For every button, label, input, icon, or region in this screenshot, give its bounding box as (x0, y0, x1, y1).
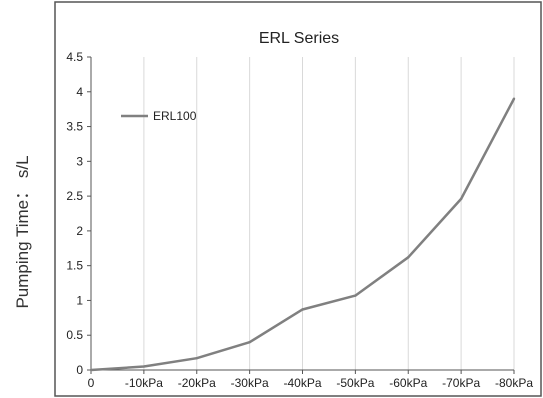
data-point (354, 294, 357, 297)
y-tick-label: 2 (76, 224, 83, 238)
data-point (248, 340, 251, 344)
data-point (301, 308, 304, 311)
y-axis-label: Pumping Time： s/L (13, 155, 32, 308)
y-tick-label: 3 (76, 154, 83, 168)
x-tick-label: 0 (88, 376, 95, 390)
x-tick-label: -60kPa (389, 376, 427, 390)
data-point (142, 365, 146, 368)
y-tick-label: 4 (76, 85, 83, 99)
data-point (512, 97, 516, 100)
y-tick-label: 3.5 (66, 120, 83, 134)
x-tick-label: -80kPa (495, 376, 533, 390)
data-point (407, 256, 410, 259)
grid (143, 57, 515, 370)
data-point (459, 197, 463, 201)
x-tick-label: -70kPa (442, 376, 480, 390)
x-tick-label: -50kPa (336, 376, 374, 390)
data-point (89, 368, 93, 372)
data-point (195, 356, 198, 360)
x-tick-label: -20kPa (178, 376, 216, 390)
series (89, 97, 516, 372)
y-tick-label: 0 (76, 363, 83, 377)
y-tick-labels: 0 0.5 1 1.5 2 2.5 3 3.5 4 4.5 (66, 50, 91, 377)
y-tick-label: 4.5 (66, 50, 83, 64)
chart-title: ERL Series (259, 30, 339, 47)
y-tick-label: 0.5 (66, 328, 83, 342)
y-tick-label: 1.5 (66, 259, 83, 273)
legend: ERL100 (121, 109, 197, 123)
legend-label: ERL100 (153, 109, 197, 123)
x-tick-labels: 0 -10kPa -20kPa -30kPa -40kPa -50kPa -60kPa -70… (88, 370, 533, 390)
y-tick-label: 1 (76, 293, 83, 307)
x-tick-label: -30kPa (231, 376, 269, 390)
x-tick-label: -40kPa (283, 376, 321, 390)
x-tick-label: -10kPa (125, 376, 163, 390)
chart-frame (54, 1, 542, 397)
y-tick-label: 2.5 (66, 189, 83, 203)
